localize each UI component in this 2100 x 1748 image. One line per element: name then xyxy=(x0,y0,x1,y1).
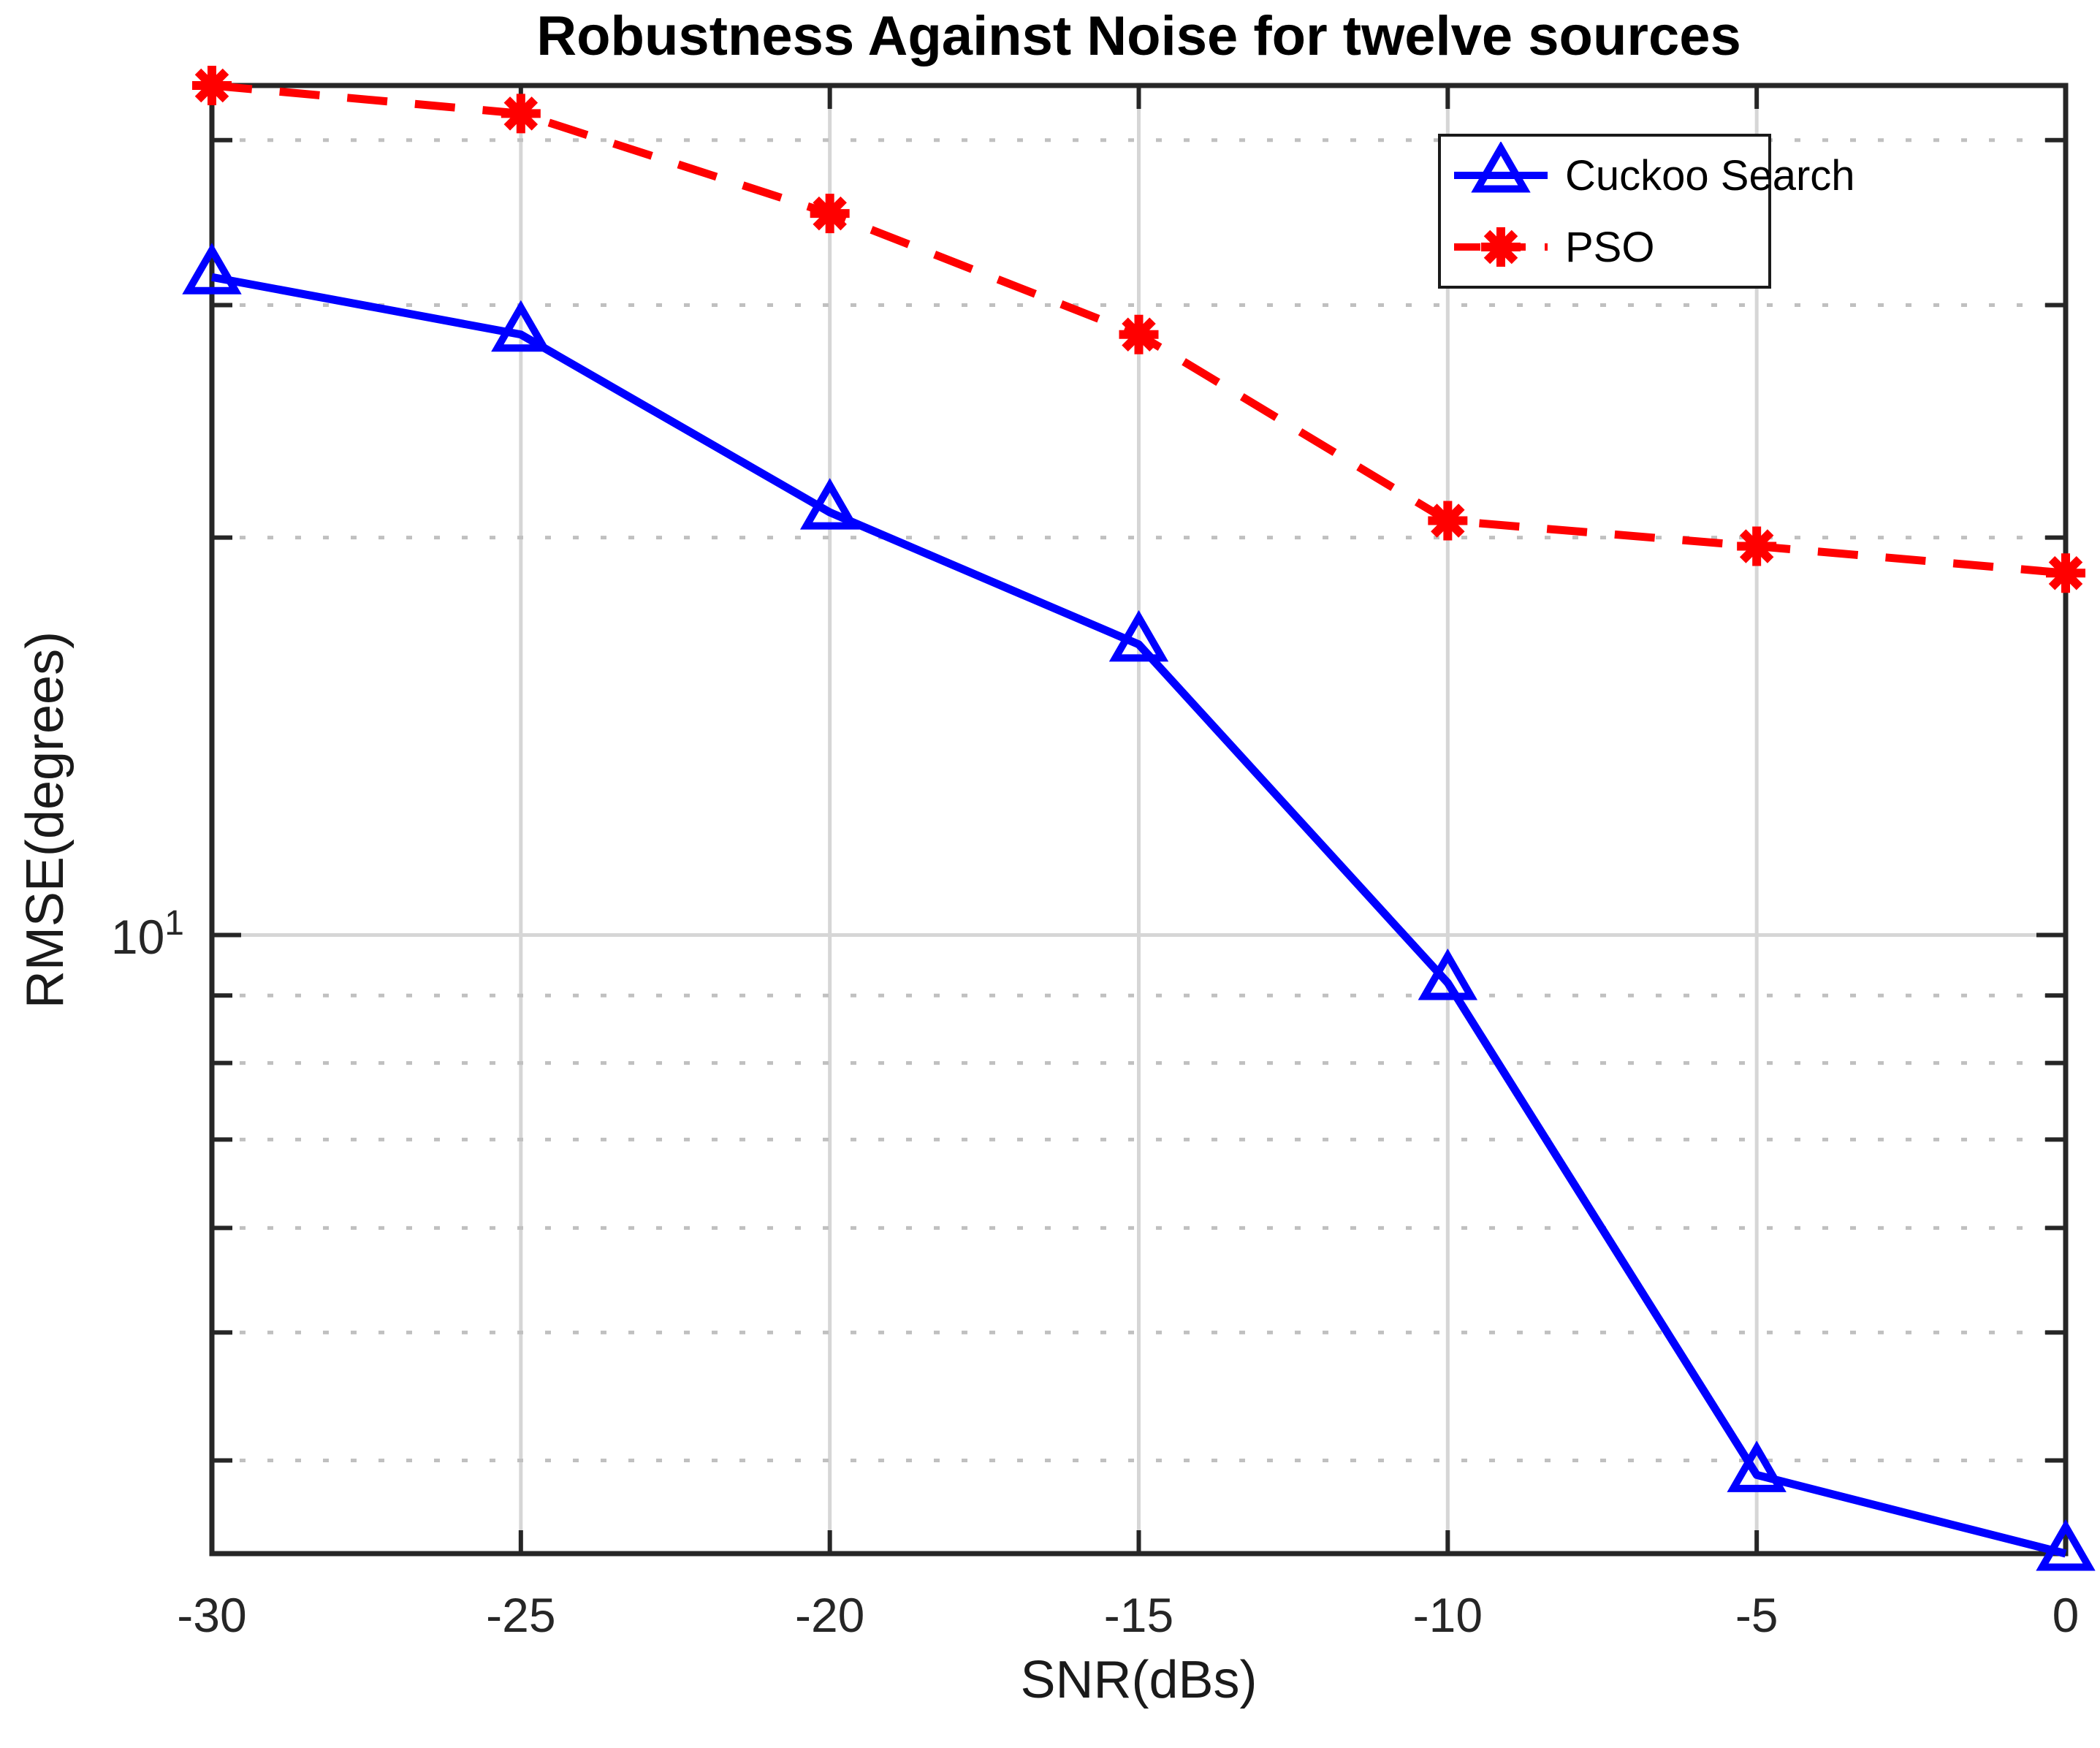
x-axis-label: SNR(dBs) xyxy=(1020,1651,1258,1709)
chart-title: Robustness Against Noise for twelve sour… xyxy=(536,5,1741,67)
legend-sample-line-triangle-icon xyxy=(1454,142,1548,193)
y-tick-exponent: 1 xyxy=(164,904,184,943)
y-tick-label: 101 xyxy=(67,904,184,965)
legend-item-pso: PSO xyxy=(1448,213,1761,281)
legend-item-cuckoo-search: Cuckoo Search xyxy=(1448,142,1855,209)
x-tick-label: -10 xyxy=(1412,1588,1483,1642)
x-tick-label: -5 xyxy=(1735,1588,1778,1642)
y-tick-base: 10 xyxy=(110,910,165,964)
x-tick-label: -30 xyxy=(177,1588,247,1642)
x-tick-label: -25 xyxy=(486,1588,556,1642)
legend: Cuckoo Search PSO xyxy=(1438,134,1855,289)
x-tick-label: 0 xyxy=(2052,1588,2080,1642)
legend-sample-line-asterisk-icon xyxy=(1454,227,1548,267)
legend-label: Cuckoo Search xyxy=(1565,151,1855,200)
y-axis-label: RMSE(degrees) xyxy=(16,631,75,1009)
x-tick-label: -20 xyxy=(794,1588,865,1642)
x-tick-label: -15 xyxy=(1103,1588,1174,1642)
legend-label: PSO xyxy=(1565,223,1655,271)
